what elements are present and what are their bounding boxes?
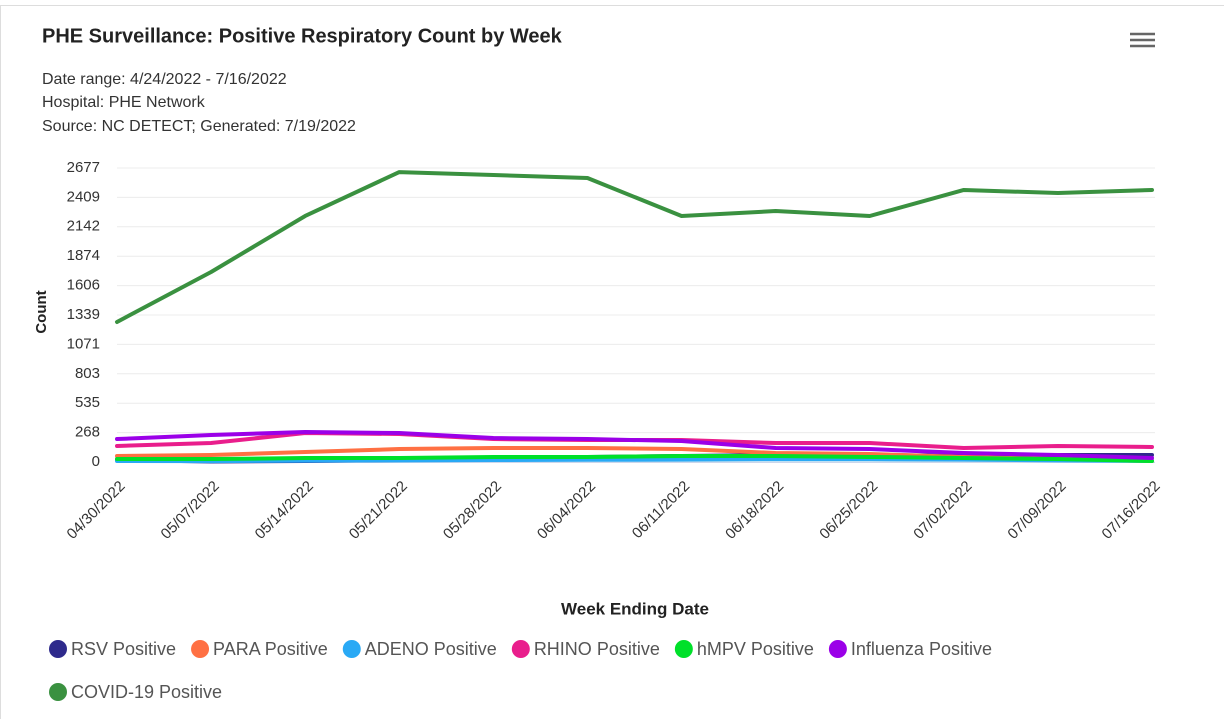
legend-item: Influenza Positive xyxy=(828,639,992,659)
y-tick-label: 1339 xyxy=(67,306,100,323)
y-tick-label: 1874 xyxy=(67,247,100,264)
y-tick-label: 0 xyxy=(92,453,100,470)
series-line xyxy=(115,430,1154,461)
x-tick-label: 05/07/2022 xyxy=(158,478,223,543)
x-tick-label: 04/30/2022 xyxy=(64,478,129,543)
x-tick-label: 05/14/2022 xyxy=(252,478,317,543)
subtitle: Source: NC DETECT; Generated: 7/19/2022 xyxy=(42,118,356,135)
legend-item: hMPV Positive xyxy=(674,639,814,659)
legend-label: Influenza Positive xyxy=(851,639,992,659)
legend-marker xyxy=(191,640,210,658)
x-tick-label: 07/09/2022 xyxy=(1004,478,1069,543)
y-tick-label: 2677 xyxy=(67,159,100,176)
x-tick-label: 06/11/2022 xyxy=(629,478,693,542)
y-tick-label: 2409 xyxy=(67,188,100,205)
x-tick-label: 06/25/2022 xyxy=(816,478,881,543)
series-line xyxy=(115,170,1154,324)
y-tick-label: 535 xyxy=(75,394,100,411)
legend-marker xyxy=(828,640,847,658)
legend-marker xyxy=(342,640,361,658)
x-tick-label: 05/28/2022 xyxy=(440,478,505,543)
x-tick-label: 06/18/2022 xyxy=(722,478,787,543)
y-tick-label: 1606 xyxy=(67,277,100,294)
y-tick-label: 1071 xyxy=(67,335,100,352)
legend-item: ADENO Positive xyxy=(342,639,497,659)
menu-button[interactable] xyxy=(1126,28,1158,52)
legend-label: ADENO Positive xyxy=(365,639,497,659)
x-tick-label: 07/16/2022 xyxy=(1099,478,1164,543)
legend-label: COVID-19 Positive xyxy=(71,682,222,702)
legend-label: RSV Positive xyxy=(71,639,176,659)
chart-title: PHE Surveillance: Positive Respiratory C… xyxy=(42,25,563,47)
x-tick-label: 05/21/2022 xyxy=(346,478,411,543)
subtitle: Hospital: PHE Network xyxy=(42,94,206,111)
legend-item: COVID-19 Positive xyxy=(49,682,222,702)
legend-marker xyxy=(49,683,67,701)
x-tick-label: 07/02/2022 xyxy=(910,478,975,543)
y-tick-label: 2142 xyxy=(67,218,100,235)
legend-label: hMPV Positive xyxy=(697,639,814,659)
series-line xyxy=(115,453,1154,464)
legend-label: RHINO Positive xyxy=(534,639,660,659)
legend-marker xyxy=(674,640,693,658)
legend-item: PARA Positive xyxy=(191,639,328,659)
y-axis-title: Count xyxy=(33,290,50,333)
legend-label: PARA Positive xyxy=(213,639,328,659)
y-tick-label: 803 xyxy=(75,365,100,382)
x-axis-title: Week Ending Date xyxy=(561,599,709,618)
legend-item: RSV Positive xyxy=(49,639,176,659)
x-tick-label: 06/04/2022 xyxy=(534,478,599,543)
subtitle: Date range: 4/24/2022 - 7/16/2022 xyxy=(42,71,287,88)
legend-marker xyxy=(511,640,530,658)
y-tick-label: 268 xyxy=(75,424,100,441)
legend-item: RHINO Positive xyxy=(511,639,660,659)
legend-marker xyxy=(49,640,67,658)
